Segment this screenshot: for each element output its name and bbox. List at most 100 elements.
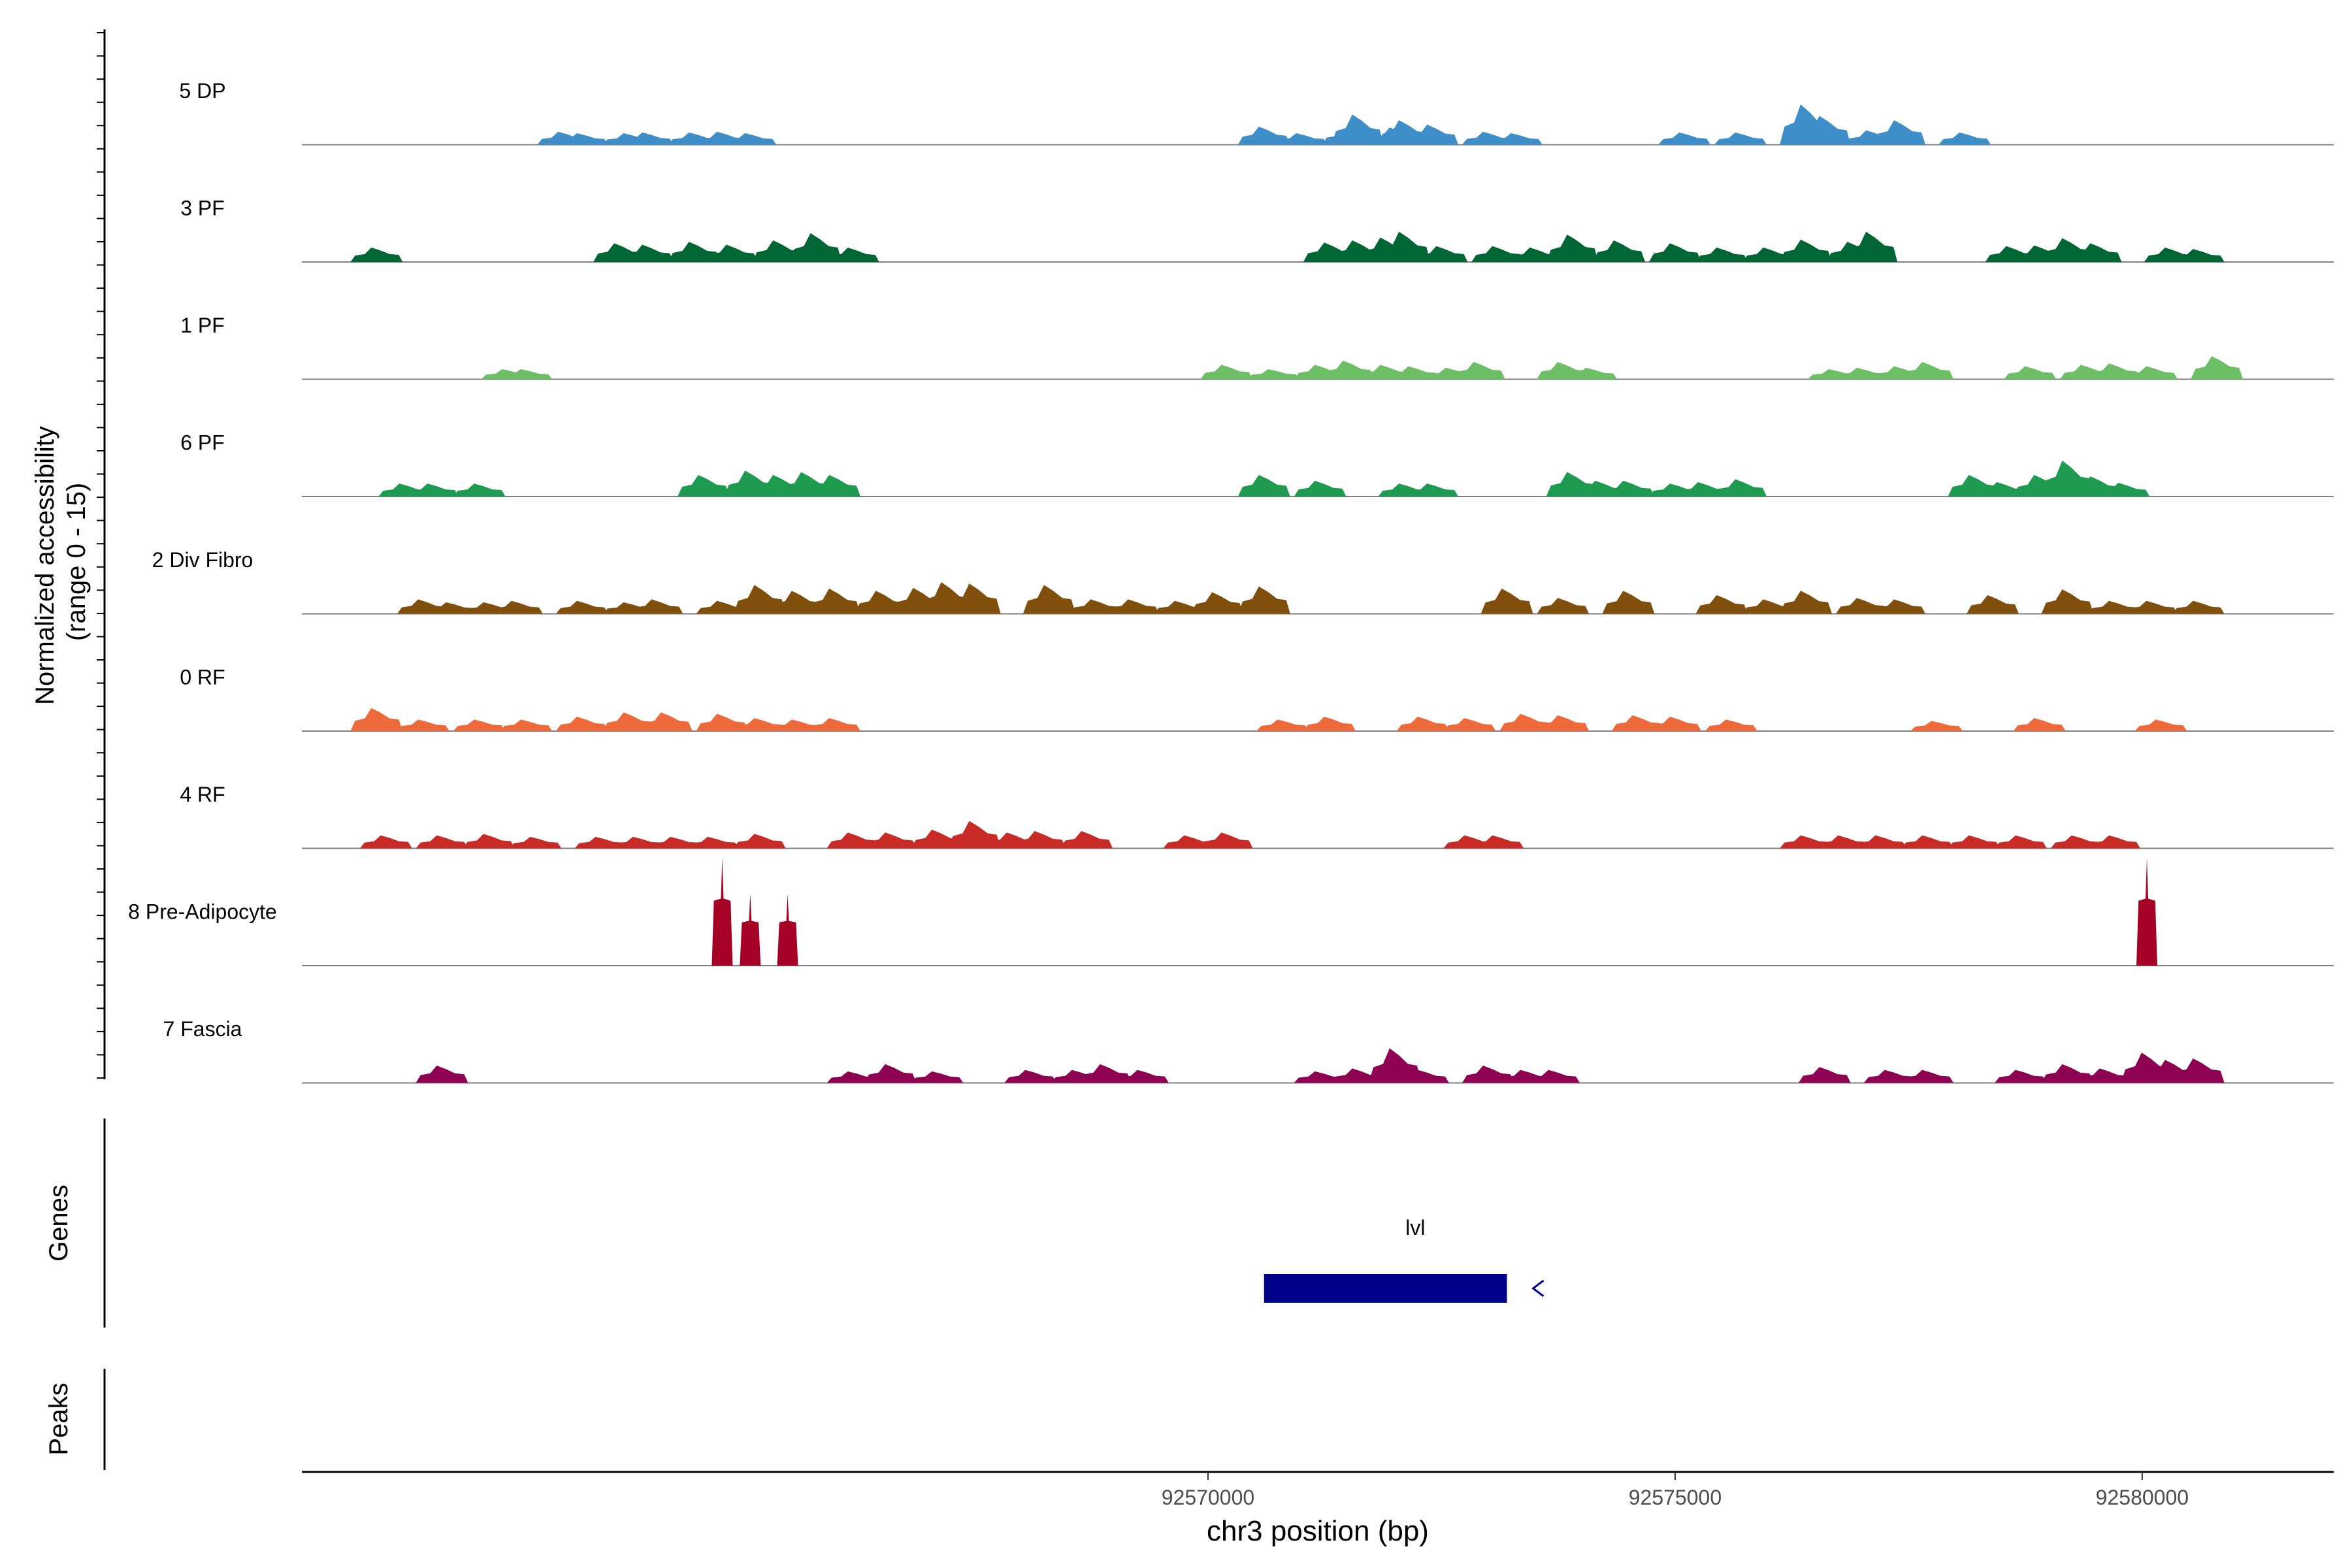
track-label: 0 RF (180, 666, 225, 689)
coverage-peak (770, 591, 823, 614)
coverage-peak (1247, 369, 1300, 380)
coverage-peak (1022, 585, 1075, 614)
coverage-peak (1994, 1070, 2047, 1083)
coverage-panel-y-ticks (97, 32, 105, 1079)
coverage-peak (1191, 592, 1244, 614)
x-tick-label: 92570000 (1162, 1486, 1254, 1509)
track-6: 0 RF (180, 666, 2334, 732)
coverage-peak (733, 718, 786, 731)
peaks-ylabel: Peaks (44, 1382, 73, 1455)
coverage-peak (1695, 595, 1748, 614)
coverage-peak (1873, 599, 1926, 614)
track-label: 5 DP (179, 79, 225, 103)
coverage-peak (1873, 120, 1926, 145)
coverage-peak (752, 240, 805, 262)
coverage-peak (1060, 831, 1113, 849)
coverage-peak (705, 244, 758, 262)
track-1: 5 DP (179, 79, 2334, 146)
coverage-peak (1948, 835, 2001, 849)
coverage-peak (1602, 480, 1655, 497)
track-label: 2 Div Fibro (152, 548, 253, 572)
coverage-peak (1938, 132, 1991, 145)
coverage-peak (1237, 474, 1290, 497)
coverage-peak (1004, 1070, 1057, 1083)
coverage-peak (2136, 857, 2158, 966)
coverage-peak (1322, 360, 1375, 380)
coverage-peak (1835, 598, 1888, 614)
coverage-peak (462, 834, 515, 849)
coverage-peak (1200, 365, 1253, 380)
coverage-tracks: 5 DP 3 PF 1 PF 6 PF 2 Div Fibro 0 RF 4 RF 8 Pre… (128, 79, 2334, 1084)
coverage-peak (1863, 1070, 1916, 1083)
coverage-peak (2041, 1064, 2094, 1083)
coverage-peak (1256, 719, 1309, 731)
coverage-peak (1648, 243, 1701, 262)
coverage-peak (2078, 1068, 2131, 1083)
coverage-ylabel-line1: Normalized accessibility (31, 426, 59, 705)
coverage-peak (1910, 721, 1963, 731)
x-axis-ticks: 92570000 92575000 92580000 (1162, 1472, 2189, 1509)
coverage-peak (826, 247, 879, 262)
coverage-peak (2125, 366, 2178, 380)
coverage-peak (1537, 715, 1590, 731)
coverage-peak (1443, 718, 1496, 731)
coverage-peak (1714, 132, 1767, 145)
coverage-peak (1994, 835, 2047, 849)
track-9: 7 Fascia (163, 1017, 2334, 1084)
coverage-peak (2087, 363, 2140, 380)
coverage-peak (1546, 235, 1599, 262)
coverage-peak (1378, 231, 1431, 262)
coverage-peak (668, 242, 721, 262)
genes-ylabel: Genes (44, 1184, 73, 1262)
coverage-peak (416, 835, 468, 849)
coverage-peak (1835, 367, 1888, 380)
track-label: 3 PF (180, 197, 225, 220)
track-5: 2 Div Fibro (152, 548, 2334, 615)
coverage-peak (1780, 239, 1833, 262)
coverage-peak (1602, 591, 1655, 614)
coverage-ylabel-line2: (range 0 - 15) (62, 483, 91, 641)
coverage-peak (1527, 1070, 1580, 1083)
coverage-peak (2004, 366, 2057, 380)
coverage-peak (1593, 240, 1646, 262)
coverage-peak (948, 821, 1001, 849)
coverage-peak (574, 836, 627, 849)
coverage-peak (855, 591, 907, 614)
coverage-peak (1452, 362, 1505, 380)
coverage-peak (711, 857, 733, 966)
coverage-peak (1967, 595, 2019, 614)
coverage-peak (1294, 1071, 1347, 1083)
coverage-peak (1714, 479, 1767, 497)
coverage-peak (453, 483, 506, 497)
coverage-peak (1396, 1070, 1449, 1083)
coverage-peak (1901, 1070, 1953, 1083)
coverage-peak (621, 132, 674, 145)
coverage-peak (500, 719, 553, 731)
coverage-ylabel: Normalized accessibility (range 0 - 15) (31, 419, 91, 705)
coverage-peak (1415, 246, 1468, 262)
coverage-peak (1705, 719, 1757, 731)
coverage-peak (1490, 133, 1543, 145)
coverage-peak (1406, 124, 1459, 145)
coverage-peak (416, 1066, 468, 1083)
x-tick-label: 92575000 (1629, 1486, 1722, 1509)
coverage-peak (1331, 114, 1384, 145)
coverage-peak (1294, 480, 1347, 497)
coverage-peak (1368, 1048, 1421, 1083)
coverage-peak (2191, 356, 2244, 380)
coverage-peak (1798, 1067, 1851, 1083)
coverage-peak (808, 588, 861, 614)
coverage-peak (733, 834, 786, 849)
coverage-peak (864, 832, 917, 849)
coverage-peak (621, 244, 674, 262)
track-label: 4 RF (180, 783, 225, 806)
coverage-peak (1565, 367, 1618, 380)
coverage-peak (1854, 835, 1907, 849)
coverage-peak (2097, 483, 2150, 497)
coverage-peak (640, 712, 693, 731)
gene-label: lvl (1405, 1216, 1425, 1239)
coverage-peak (2134, 719, 2187, 731)
coverage-peak (911, 1071, 964, 1083)
track-label: 6 PF (180, 431, 225, 455)
coverage-peak (1780, 591, 1833, 614)
